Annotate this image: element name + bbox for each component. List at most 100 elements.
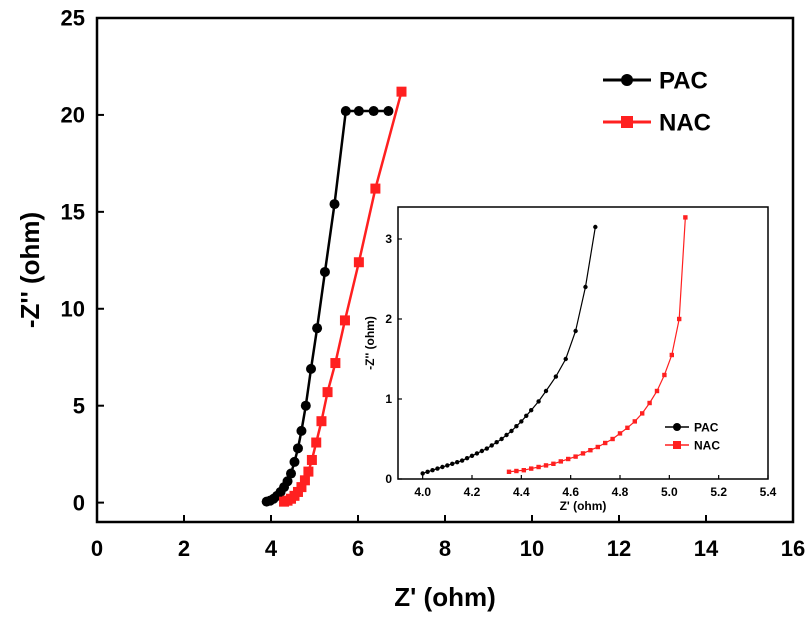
inset-point-pac bbox=[499, 436, 504, 442]
main-point-pac bbox=[340, 106, 351, 117]
inset-x-tick-label: 4.2 bbox=[464, 485, 481, 499]
inset-x-axis-title: Z' (ohm) bbox=[560, 499, 607, 513]
inset-point-nac bbox=[558, 459, 563, 464]
inset-point-nac bbox=[683, 215, 688, 220]
inset-point-nac bbox=[580, 451, 586, 456]
inset-legend-label-nac: NAC bbox=[694, 438, 720, 452]
main-point-nac bbox=[303, 466, 314, 477]
inset-point-nac bbox=[625, 425, 630, 430]
inset-y-tick-label: 1 bbox=[385, 392, 392, 406]
inset-point-nac bbox=[588, 448, 593, 453]
main-point-nac bbox=[396, 86, 407, 97]
main-point-nac bbox=[306, 454, 317, 465]
main-point-pac bbox=[329, 199, 340, 210]
inset-point-nac bbox=[529, 466, 534, 471]
inset-point-nac bbox=[669, 352, 674, 358]
main-y-tick-label: 0 bbox=[73, 490, 85, 515]
main-point-pac bbox=[319, 266, 330, 277]
inset-point-nac bbox=[677, 316, 682, 322]
inset-point-pac bbox=[469, 453, 475, 458]
main-point-pac bbox=[312, 323, 323, 334]
inset-point-nac bbox=[551, 461, 556, 466]
inset-point-pac bbox=[445, 463, 450, 468]
inset-point-pac bbox=[573, 328, 578, 334]
inset-point-nac bbox=[536, 464, 541, 470]
inset-point-pac bbox=[450, 461, 455, 466]
main-x-tick-label: 12 bbox=[607, 536, 631, 561]
main-legend-marker-pac bbox=[621, 74, 633, 86]
inset-point-pac bbox=[509, 428, 514, 434]
inset-point-pac bbox=[583, 284, 588, 290]
inset-point-nac bbox=[521, 468, 526, 473]
main-point-nac bbox=[330, 358, 341, 369]
inset-y-tick-label: 0 bbox=[385, 472, 392, 486]
main-y-tick-label: 5 bbox=[73, 393, 85, 418]
inset-point-pac bbox=[553, 374, 559, 379]
main-x-tick-label: 2 bbox=[178, 536, 190, 561]
inset-frame bbox=[397, 206, 769, 480]
inset-y-tick-label: 3 bbox=[385, 232, 392, 246]
inset-point-nac bbox=[654, 388, 660, 394]
main-point-nac bbox=[322, 387, 333, 398]
main-y-tick-label: 25 bbox=[61, 6, 85, 31]
inset-point-pac bbox=[524, 413, 529, 418]
inset-point-pac bbox=[430, 468, 435, 473]
main-point-nac bbox=[299, 475, 310, 486]
main-series-pac bbox=[261, 106, 394, 507]
inset-point-pac bbox=[519, 419, 524, 424]
inset-x-tick-label: 4.0 bbox=[414, 485, 431, 499]
main-point-nac bbox=[370, 183, 381, 194]
main-x-axis-title: Z' (ohm) bbox=[394, 582, 496, 612]
inset-point-pac bbox=[494, 440, 499, 445]
inset-legend-label-pac: PAC bbox=[694, 420, 719, 434]
main-x-tick-label: 8 bbox=[439, 536, 451, 561]
main-legend-label-nac: NAC bbox=[659, 110, 711, 137]
main-point-pac bbox=[368, 106, 379, 117]
main-series-nac bbox=[279, 86, 407, 507]
inset-plot: 4.0 4.2 4.4 4.6 4.8 5.0 5.2 5.4 0 1 2 3 Z' (ohm) -Z''… bbox=[363, 206, 777, 513]
main-point-pac bbox=[306, 363, 317, 374]
main-x-tick-label: 16 bbox=[781, 536, 805, 561]
inset-x-tick-label: 4.4 bbox=[513, 485, 530, 499]
main-x-tick-label: 6 bbox=[352, 536, 364, 561]
inset-point-pac bbox=[514, 424, 519, 429]
inset-point-nac bbox=[632, 419, 637, 424]
main-point-pac bbox=[282, 476, 293, 487]
inset-x-tick-label: 5.4 bbox=[760, 485, 777, 499]
main-legend-label-pac: PAC bbox=[659, 68, 708, 95]
main-point-pac bbox=[300, 400, 311, 411]
main-point-nac bbox=[296, 482, 307, 493]
inset-point-pac bbox=[440, 464, 445, 470]
inset-point-nac bbox=[640, 411, 645, 416]
inset-y-tick-label: 2 bbox=[385, 312, 392, 326]
main-point-nac bbox=[316, 416, 327, 427]
main-point-pac bbox=[383, 106, 394, 117]
inset-point-pac bbox=[504, 432, 509, 438]
main-y-tick-label: 15 bbox=[61, 200, 85, 225]
inset-x-tick-label: 4.8 bbox=[612, 485, 629, 499]
inset-point-pac bbox=[563, 356, 568, 362]
inset-point-pac bbox=[464, 456, 470, 461]
inset-point-nac bbox=[662, 372, 667, 378]
inset-point-pac bbox=[474, 451, 480, 456]
main-point-pac bbox=[292, 443, 303, 454]
inset-point-nac bbox=[647, 400, 652, 406]
inset-point-nac bbox=[595, 444, 600, 450]
inset-point-pac bbox=[420, 471, 425, 476]
main-legend-marker-nac bbox=[621, 116, 633, 128]
inset-point-pac bbox=[459, 458, 465, 463]
inset-point-pac bbox=[536, 399, 541, 404]
inset-x-tick-label: 5.0 bbox=[661, 485, 678, 499]
main-point-pac bbox=[286, 468, 297, 479]
inset-point-pac bbox=[543, 388, 549, 394]
inset-point-pac bbox=[593, 224, 598, 230]
main-point-nac bbox=[311, 437, 322, 448]
inset-point-pac bbox=[425, 469, 430, 474]
inset-series-pac bbox=[420, 224, 598, 476]
inset-point-pac bbox=[455, 460, 460, 465]
main-x-tick-label: 14 bbox=[694, 536, 719, 561]
inset-point-pac bbox=[484, 446, 489, 451]
inset-x-tick-label: 4.6 bbox=[562, 485, 579, 499]
inset-point-pac bbox=[435, 466, 440, 471]
